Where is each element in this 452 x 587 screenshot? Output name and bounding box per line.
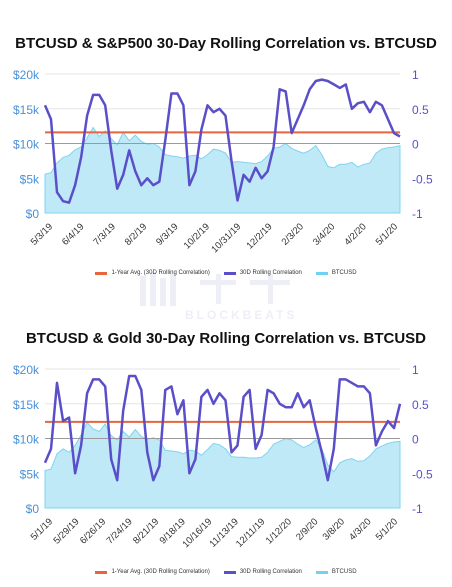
right-axis-tick-label: 0.5 <box>412 103 429 117</box>
sp500-correlation-chart: $0 $5k $10k $15k $20k -1 -0.5 0 0.5 1 5/3/19 6/4/19… <box>13 68 433 255</box>
left-axis-tick-label: $15k <box>13 398 40 412</box>
x-axis-tick-label: 10/31/19 <box>209 221 243 255</box>
legend-swatch-correlation <box>223 271 236 275</box>
legend-item-btcusd: BTCUSD <box>315 569 357 575</box>
legend-label-correlation: 30D Rolling Correlation <box>239 569 302 575</box>
right-axis-tick-label: -1 <box>412 502 423 516</box>
legend-label-correlation: 30D Rolling Correlation <box>239 270 302 276</box>
x-axis-tick-label: 12/2/19 <box>244 221 274 251</box>
btcusd-area <box>44 421 401 509</box>
x-axis-tick-label: 5/1/20 <box>374 516 400 542</box>
left-axis-tick-label: $5k <box>20 172 40 186</box>
right-axis-tick-label: -0.5 <box>412 467 433 481</box>
legend-item-btcusd: BTCUSD <box>315 270 357 276</box>
x-axis-tick-label: 4/2/20 <box>342 221 368 247</box>
x-axis-tick-label: 2/9/20 <box>294 516 320 542</box>
left-axis-tick-label: $15k <box>13 103 40 117</box>
x-axis-tick-label: 6/4/19 <box>60 221 86 247</box>
left-axis-tick-label: $0 <box>26 207 40 221</box>
x-axis-tick-label: 5/3/19 <box>29 221 55 247</box>
left-axis-tick-label: $0 <box>26 502 40 516</box>
legend-swatch-avg <box>95 570 108 574</box>
gold-correlation-chart: $0$5k$10k$15k$20k-1-0.500.515/1/195/29/1… <box>13 363 433 550</box>
right-axis-tick-label: 0 <box>412 433 419 447</box>
correlation-line <box>43 374 402 482</box>
x-axis-tick-label: 5/29/19 <box>51 516 81 546</box>
x-axis-tick-label: 3/4/20 <box>311 221 337 247</box>
left-axis-tick-label: $20k <box>13 363 40 377</box>
x-axis-tick-label: 8/2/19 <box>123 221 149 247</box>
x-axis-tick-label: 3/8/20 <box>321 516 347 542</box>
legend-item-correlation: 30D Rolling Correlation <box>223 270 302 276</box>
blockbeats-watermark: BLOCKBEATS <box>130 268 330 328</box>
chart-title-gold: BTCUSD & Gold 30-Day Rolling Correlation… <box>25 330 427 347</box>
x-axis-tick-label: 10/2/19 <box>182 221 212 251</box>
x-axis-tick-label: 5/1/20 <box>374 221 400 247</box>
right-axis-tick-label: 1 <box>412 68 419 82</box>
right-axis-tick-label: 0 <box>412 138 419 152</box>
legend-swatch-avg <box>95 271 108 275</box>
legend-item-avg: 1-Year Avg. (30D Rolling Correlation) <box>95 270 210 276</box>
legend-gold: 1-Year Avg. (30D Rolling Correlation) 30… <box>0 569 452 575</box>
x-axis-tick-label: 8/21/19 <box>131 516 161 546</box>
x-axis-tick-label: 6/26/19 <box>78 516 108 546</box>
legend-label-btcusd: BTCUSD <box>331 569 357 575</box>
legend-item-avg: 1-Year Avg. (30D Rolling Correlation) <box>95 569 210 575</box>
legend-label-avg: 1-Year Avg. (30D Rolling Correlation) <box>111 569 210 575</box>
left-axis-tick-label: $10k <box>13 138 40 152</box>
x-axis-tick-label: 7/24/19 <box>105 516 135 546</box>
x-axis-tick-label: 2/3/20 <box>280 221 306 247</box>
legend-swatch-correlation <box>223 570 236 574</box>
x-axis-tick-label: 7/3/19 <box>91 221 117 247</box>
legend-sp500: 1-Year Avg. (30D Rolling Correlation) 30… <box>0 270 452 276</box>
x-axis-tick-label: 12/11/19 <box>234 516 267 549</box>
x-axis-tick-label: 4/3/20 <box>347 516 373 542</box>
x-axis-tick-label: 1/12/20 <box>264 516 294 546</box>
x-axis-tick-label: 9/3/19 <box>154 221 180 247</box>
right-axis-tick-label: -1 <box>412 207 423 221</box>
btcusd-area <box>44 126 401 214</box>
left-axis-tick-label: $10k <box>13 433 40 447</box>
left-axis-tick-label: $20k <box>13 68 40 82</box>
chart-title-sp500: BTCUSD & S&P500 30-Day Rolling Correlati… <box>15 35 437 52</box>
legend-label-avg: 1-Year Avg. (30D Rolling Correlation) <box>111 270 210 276</box>
legend-label-btcusd: BTCUSD <box>331 270 357 276</box>
right-axis-tick-label: 0.5 <box>412 398 429 412</box>
correlation-line <box>43 78 401 204</box>
legend-swatch-btcusd <box>315 570 328 574</box>
left-axis-tick-label: $5k <box>20 467 40 481</box>
right-axis-tick-label: -0.5 <box>412 172 433 186</box>
legend-item-correlation: 30D Rolling Correlation <box>223 569 302 575</box>
right-axis-tick-label: 1 <box>412 363 419 377</box>
legend-swatch-btcusd <box>315 271 328 275</box>
watermark-text: BLOCKBEATS <box>185 308 298 322</box>
